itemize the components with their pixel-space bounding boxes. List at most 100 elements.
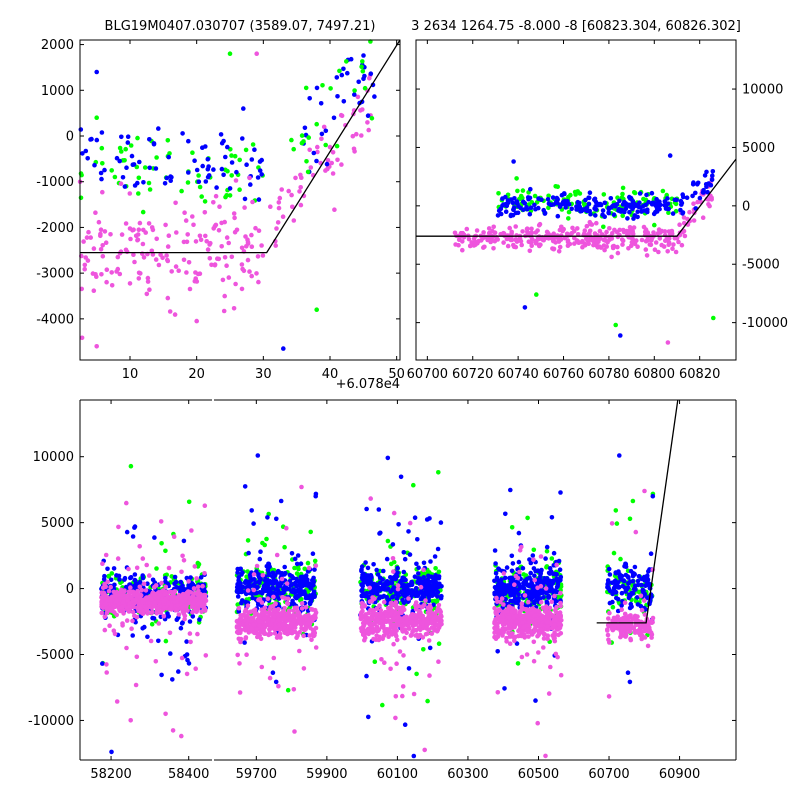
- blue-point: [292, 589, 298, 594]
- pink-point: [233, 178, 239, 183]
- pink-point: [153, 659, 159, 664]
- pink-point: [358, 626, 364, 631]
- blue-point: [611, 212, 617, 217]
- pink-point: [275, 220, 281, 225]
- blue-point: [690, 193, 695, 199]
- pink-point: [170, 728, 176, 733]
- pink-point: [491, 246, 496, 251]
- green-point: [196, 173, 201, 178]
- pink-point: [707, 203, 712, 209]
- pink-point: [123, 247, 129, 253]
- pink-point: [492, 605, 497, 611]
- pink-point: [522, 593, 528, 598]
- pink-point: [494, 595, 499, 601]
- pink-point: [173, 595, 178, 600]
- pink-point: [587, 231, 592, 236]
- pink-point: [368, 622, 373, 627]
- pink-point: [321, 124, 327, 130]
- y-tick-label: -4000: [36, 312, 74, 327]
- pink-point: [569, 230, 575, 236]
- blue-point: [418, 581, 424, 586]
- pink-point: [215, 256, 220, 262]
- blue-point: [319, 131, 325, 137]
- pink-point: [126, 608, 131, 614]
- green-point: [112, 174, 118, 180]
- blue-point: [396, 522, 401, 527]
- blue-point: [278, 498, 284, 504]
- pink-point: [199, 609, 204, 615]
- pink-point: [546, 236, 551, 241]
- pink-point: [691, 201, 696, 206]
- x-tick-label: 40: [322, 367, 339, 382]
- green-point: [159, 541, 164, 546]
- pink-point: [143, 588, 149, 593]
- pink-point: [166, 233, 172, 238]
- blue-point: [508, 575, 514, 581]
- pink-point: [295, 633, 300, 638]
- blue-point: [363, 560, 368, 565]
- blue-point: [704, 184, 709, 189]
- blue-point: [598, 202, 604, 208]
- blue-point: [294, 561, 300, 567]
- pink-point: [293, 175, 298, 181]
- blue-point: [606, 210, 612, 216]
- blue-point: [550, 195, 556, 200]
- blue-point: [503, 201, 509, 207]
- blue-point: [265, 567, 271, 573]
- pink-point: [251, 622, 256, 627]
- blue-point: [295, 553, 301, 558]
- pink-point: [202, 608, 208, 613]
- blue-point: [190, 614, 196, 619]
- blue-point: [527, 594, 532, 600]
- blue-point: [431, 602, 436, 608]
- pink-point: [687, 209, 692, 215]
- green-point: [534, 292, 539, 297]
- blue-point: [303, 575, 308, 581]
- y-tick-label: -5000: [742, 258, 780, 273]
- blue-point: [266, 572, 272, 578]
- pink-point: [212, 262, 218, 268]
- pink-point: [282, 616, 288, 621]
- pink-point: [591, 242, 596, 248]
- pink-point: [186, 579, 191, 584]
- pink-point: [325, 158, 331, 163]
- blue-point: [380, 585, 385, 590]
- green-point: [411, 482, 416, 488]
- pink-point: [104, 279, 109, 285]
- pink-point: [359, 133, 364, 138]
- green-point: [359, 64, 364, 69]
- blue-point: [396, 592, 401, 598]
- pink-point: [297, 629, 303, 635]
- blue-point: [427, 516, 432, 521]
- green-point: [154, 566, 159, 571]
- pink-point: [239, 245, 245, 251]
- pink-point: [211, 226, 216, 231]
- pink-point: [397, 623, 403, 628]
- green-point: [711, 315, 716, 321]
- blue-point: [635, 209, 640, 214]
- pink-point: [358, 613, 364, 618]
- blue-point: [184, 639, 189, 644]
- blue-point: [415, 537, 420, 542]
- blue-point: [555, 213, 561, 219]
- pink-point: [580, 244, 585, 250]
- pink-point: [670, 246, 675, 251]
- pink-point: [668, 229, 674, 234]
- pink-point: [237, 690, 243, 695]
- pink-point: [98, 227, 104, 232]
- blue-point: [374, 590, 379, 595]
- green-point: [601, 192, 607, 197]
- green-point: [109, 168, 114, 173]
- model-light-curve-line: [416, 158, 736, 237]
- green-point: [436, 641, 442, 646]
- blue-point: [416, 571, 421, 576]
- blue-point: [156, 126, 161, 131]
- blue-point: [308, 599, 314, 604]
- blue-point: [401, 569, 407, 575]
- blue-point: [528, 205, 534, 210]
- blue-point: [528, 186, 533, 192]
- pink-point: [244, 244, 249, 249]
- blue-point: [365, 565, 371, 571]
- pink-point: [280, 214, 286, 219]
